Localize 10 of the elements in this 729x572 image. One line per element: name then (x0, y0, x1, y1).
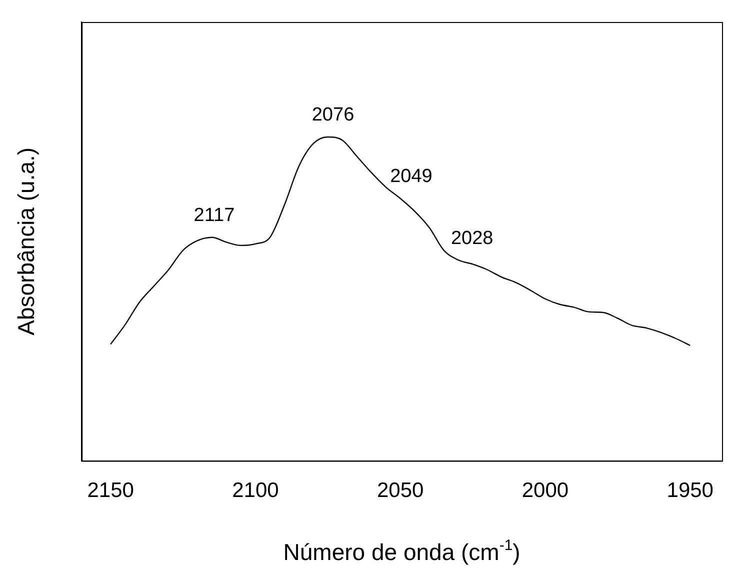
x-tick-label: 2000 (522, 479, 569, 502)
x-tick-label: 1950 (666, 479, 714, 502)
annotation: 2117 (194, 205, 235, 226)
x-tick-label: 2150 (87, 479, 134, 502)
annotation: 2028 (450, 228, 494, 249)
y-axis-title: Absorbância (u.a.) (13, 147, 40, 336)
annotation: 2049 (390, 166, 432, 188)
x-tick-label: 2100 (232, 479, 279, 502)
annotation: 2076 (312, 104, 354, 126)
x-tick-label: 2050 (376, 479, 424, 502)
